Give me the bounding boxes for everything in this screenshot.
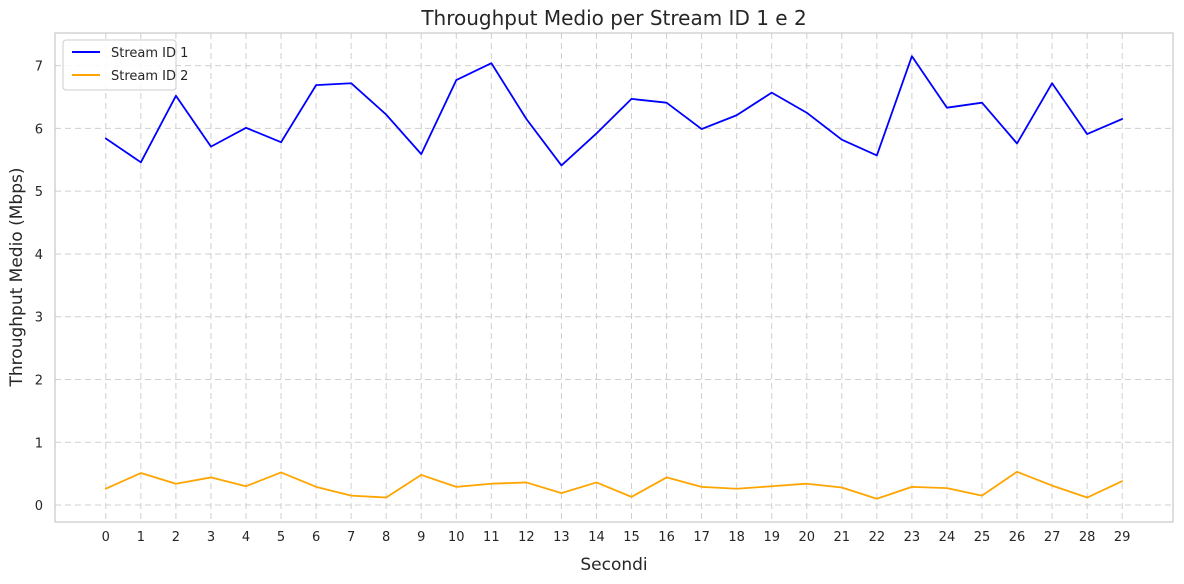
- x-tick-label: 28: [1079, 530, 1096, 545]
- x-axis-label: Secondi: [580, 555, 647, 575]
- x-tick-label: 16: [658, 530, 675, 545]
- x-tick-label: 27: [1044, 530, 1061, 545]
- series-line-stream-2: [104, 470, 1124, 500]
- series-layer: [104, 55, 1124, 500]
- x-tick-label: 4: [242, 530, 250, 545]
- x-tick-label: 8: [382, 530, 390, 545]
- x-tick-label: 22: [869, 530, 886, 545]
- x-tick-label: 13: [553, 530, 570, 545]
- series-line-stream-1: [104, 55, 1124, 167]
- y-tick-label: 3: [35, 311, 43, 326]
- x-tick-label: 2: [172, 530, 180, 545]
- x-tick-label: 3: [207, 530, 215, 545]
- x-tick-label: 6: [312, 530, 320, 545]
- y-tick-label: 5: [35, 185, 43, 200]
- legend-label-stream-1: Stream ID 1: [111, 46, 188, 61]
- legend: Stream ID 1 Stream ID 2: [62, 39, 188, 91]
- x-tick-label: 24: [939, 530, 956, 545]
- x-tick-label: 23: [904, 530, 921, 545]
- x-tick-label: 12: [518, 530, 535, 545]
- x-tick-label: 21: [834, 530, 851, 545]
- x-tick-label: 5: [277, 530, 285, 545]
- x-tick-label: 11: [483, 530, 500, 545]
- x-tick-label: 1: [137, 530, 145, 545]
- x-tick-label: 15: [623, 530, 640, 545]
- y-tick-label: 0: [35, 499, 43, 514]
- x-tick-label: 29: [1114, 530, 1131, 545]
- y-tick-label: 7: [35, 60, 43, 75]
- y-tick-label: 2: [35, 374, 43, 389]
- x-axis-ticks: 0 1 2 3 4 5 6 7 8 9 10 11 12 13 14 15 16 17 18 19 20 21 22 23 24…: [102, 530, 1131, 545]
- y-axis-label: Throughput Medio (Mbps): [7, 168, 27, 388]
- chart-title: Throughput Medio per Stream ID 1 e 2: [420, 6, 806, 30]
- y-tick-label: 6: [35, 122, 43, 137]
- legend-label-stream-2: Stream ID 2: [111, 69, 188, 84]
- x-tick-label: 19: [763, 530, 780, 545]
- grid-layer: [55, 33, 1173, 522]
- y-tick-label: 1: [35, 436, 43, 451]
- y-tick-label: 4: [35, 248, 43, 263]
- plot-frame: [54, 32, 1174, 523]
- x-tick-label: 17: [693, 530, 710, 545]
- x-tick-label: 25: [974, 530, 991, 545]
- x-tick-label: 7: [347, 530, 355, 545]
- x-tick-label: 10: [448, 530, 465, 545]
- x-tick-label: 18: [728, 530, 745, 545]
- x-tick-label: 14: [588, 530, 605, 545]
- x-tick-label: 9: [417, 530, 425, 545]
- x-tick-label: 20: [798, 530, 815, 545]
- x-tick-label: 26: [1009, 530, 1026, 545]
- x-tick-label: 0: [102, 530, 110, 545]
- y-axis-ticks: 0 1 2 3 4 5 6 7: [35, 60, 43, 514]
